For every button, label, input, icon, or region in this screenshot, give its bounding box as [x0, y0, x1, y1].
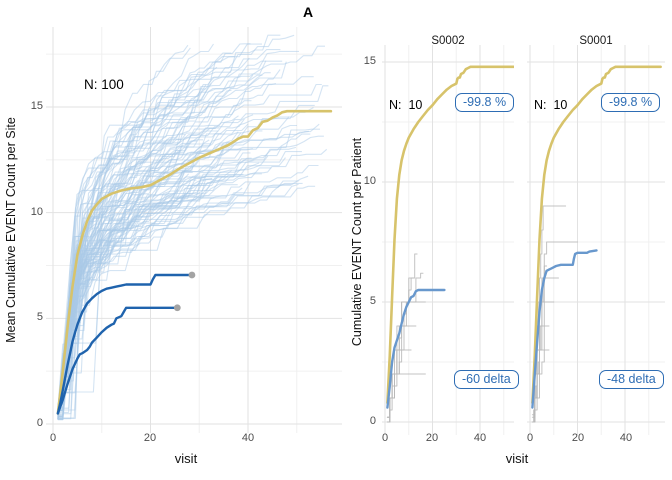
s0001-n-annotation: N: 10	[534, 98, 568, 112]
left-y-tick-15: 15	[30, 100, 43, 112]
s0002-percent-badge: -99.8 %	[455, 93, 515, 112]
s0002-x-tick-40: 40	[473, 432, 487, 444]
s0001-x-tick-20: 20	[571, 432, 585, 444]
s0001-x-tick-40: 40	[619, 432, 633, 444]
right-y-tick-10: 10	[363, 175, 376, 187]
left-x-axis-title: visit	[174, 451, 198, 466]
left-y-tick-10: 10	[30, 206, 43, 218]
s0002-n-annotation: N: 10	[389, 98, 423, 112]
left-x-tick-0: 0	[49, 432, 57, 444]
right-x-axis-title: visit	[505, 451, 529, 466]
s0002-x-tick-0: 0	[381, 432, 389, 444]
figure-title: A	[302, 4, 314, 20]
right-y-tick-0: 0	[369, 415, 376, 427]
panel-left	[46, 27, 342, 433]
s0001-x-tick-0: 0	[526, 432, 534, 444]
left-n-annotation: N: 100	[84, 77, 124, 92]
facet-label-s0001: S0001	[579, 35, 613, 47]
left-y-tick-0: 0	[36, 417, 43, 429]
right-y-axis-title: Cumulative EVENT Count per Patient	[350, 137, 364, 347]
facet-label-s0002: S0002	[431, 35, 465, 47]
right-y-tick-5: 5	[369, 295, 376, 307]
left-y-axis-title: Mean Cumulative EVENT Count per Site	[4, 117, 18, 343]
right-y-tick-15: 15	[363, 55, 376, 67]
s0001-percent-badge: -99.8 %	[601, 93, 661, 112]
s0002-delta-badge: -60 delta	[454, 370, 519, 389]
s0001-delta-badge: -48 delta	[599, 370, 664, 389]
left-x-tick-20: 20	[143, 432, 157, 444]
s0002-x-tick-20: 20	[425, 432, 439, 444]
left-x-tick-40: 40	[241, 432, 255, 444]
left-y-tick-5: 5	[36, 311, 43, 323]
